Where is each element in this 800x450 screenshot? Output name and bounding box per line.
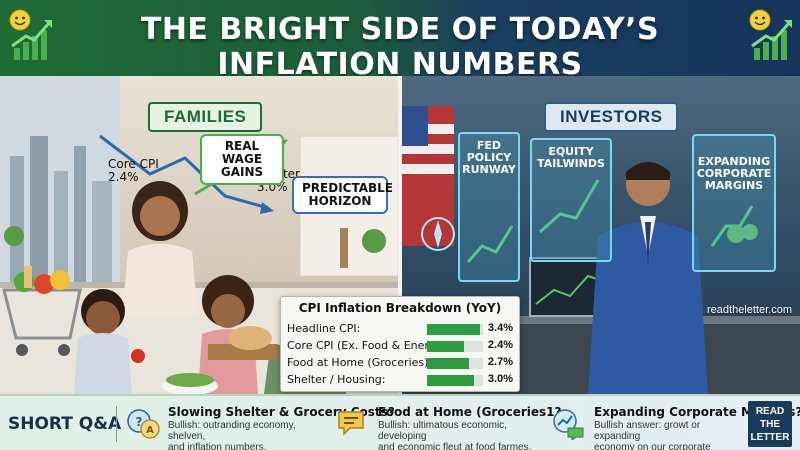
qa-answer: Bullish: outranding economy, shelven, an… [168,420,326,450]
screen-line: EXPANDING [697,155,771,168]
core-cpi-note: Core CPI 2.4% [108,158,159,184]
qa-question: Slowing Shelter & Grocery Costs? [168,405,395,419]
cpi-row-label: Shelter / Housing: [287,373,386,386]
qa-answer: Bullish answer: growt or expanding econo… [594,420,742,450]
svg-text:A: A [146,425,154,436]
equity-tailwinds-screen: EQUITY TAILWINDS [530,138,612,262]
predictable-horizon-callout: PREDICTABLE HORIZON [292,176,393,214]
screen-line: MARGINS [704,179,764,192]
read-button-line: LETTER [750,432,790,443]
smiley-chart-icon [749,9,792,60]
cpi-bar-track [427,358,483,369]
cpi-bar [427,324,480,335]
qa-item: ? A Slowing Shelter & Grocery Costs? Bul… [126,402,395,450]
qa-answer-line: Bullish: ultimatous economic, developing [378,420,507,442]
screen-line: CORPORATE [696,167,772,180]
cpi-breakdown-card: CPI Inflation Breakdown (YoY) Headline C… [280,296,520,392]
cpi-bar-track [427,341,483,352]
qa-item: Expanding Corporate Margins? Bullish ans… [552,402,800,450]
qa-question: Food at Home (Groceries1? [378,405,562,419]
qa-answer: Bullish: ultimatous economic, developing… [378,420,541,450]
qa-answer-line: Bullish: outranding economy, shelven, [168,420,296,442]
cpi-row-value: 3.4% [487,322,513,334]
cpi-bar [427,341,465,352]
cpi-row: Headline CPI: 3.4% [287,321,513,338]
cpi-bar [427,358,469,369]
cpi-row: Food at Home (Groceries): 2.7% [287,355,513,372]
screen-line: FED POLICY [466,139,512,164]
screen-line: RUNWAY [462,163,516,176]
read-button-line: READ [755,406,785,417]
panel-divider [398,76,402,394]
growth-chat-icon [553,409,584,440]
cpi-row: Core CPI (Ex. Food & Energy) 2.4% [287,338,513,355]
fed-policy-screen: FED POLICY RUNWAY [458,132,520,282]
corporate-margins-screen: EXPANDING CORPORATE MARGINS [692,134,776,272]
investors-label: INVESTORS [544,102,679,132]
cpi-row-value: 2.7% [487,356,513,368]
qa-title: SHORT Q&A [8,414,122,434]
core-cpi-value: 2.4% [108,170,139,184]
core-cpi-label: Core CPI [108,157,159,171]
cpi-row-label: Core CPI (Ex. Food & Energy) [287,339,447,352]
qa-answer-line: Bullish answer: growt or expanding [594,420,701,442]
qa-answer-line: economy on our corporate sgmints. [594,442,711,450]
chat-bubble-icon [338,411,364,436]
cpi-row: Shelter / Housing: 3.0% [287,372,513,389]
svg-text:?: ? [136,415,143,429]
speech-bubble-qa-icon: ? A [127,409,160,439]
investor-office-illustration [402,106,800,394]
families-label: FAMILIES [148,102,263,132]
cpi-row-label: Food at Home (Groceries): [287,356,433,369]
qa-answer-line: and economic fleut at food farmes. [378,442,532,450]
short-qa-strip: SHORT Q&A ? A Slowing Shelter & Grocery … [0,394,800,450]
qa-item: Food at Home (Groceries1? Bullish: ultim… [336,402,561,450]
screen-line: TAILWINDS [537,157,605,170]
qa-divider [116,406,117,442]
qa-answer-line: and inflation numbers. [168,442,267,450]
cpi-card-title: CPI Inflation Breakdown (YoY) [298,301,502,315]
cpi-row-label: Headline CPI: [287,322,361,335]
smiley-chart-icon [9,9,52,60]
header-banner: THE BRIGHT SIDE OF TODAY’S INFLATION NUM… [0,0,800,82]
screen-line: EQUITY [548,145,594,158]
cpi-bar [427,375,474,386]
cpi-row-value: 2.4% [487,339,513,351]
read-the-letter-button[interactable]: READ THE LETTER [748,401,792,447]
page-title: THE BRIGHT SIDE OF TODAY’S INFLATION NUM… [140,12,660,82]
callout-line: GAINS [220,165,264,179]
callout-line: HORIZON [308,194,372,208]
cpi-bar-track [427,375,483,386]
site-watermark: readtheletter.com [707,304,792,316]
callout-line: REAL WAGE [221,139,263,166]
real-wage-callout: REAL WAGE GAINS [200,134,284,185]
callout-line: PREDICTABLE [302,181,393,195]
read-button-line: THE [760,419,780,430]
cpi-row-value: 3.0% [487,373,513,385]
cpi-bar-track [427,324,483,335]
